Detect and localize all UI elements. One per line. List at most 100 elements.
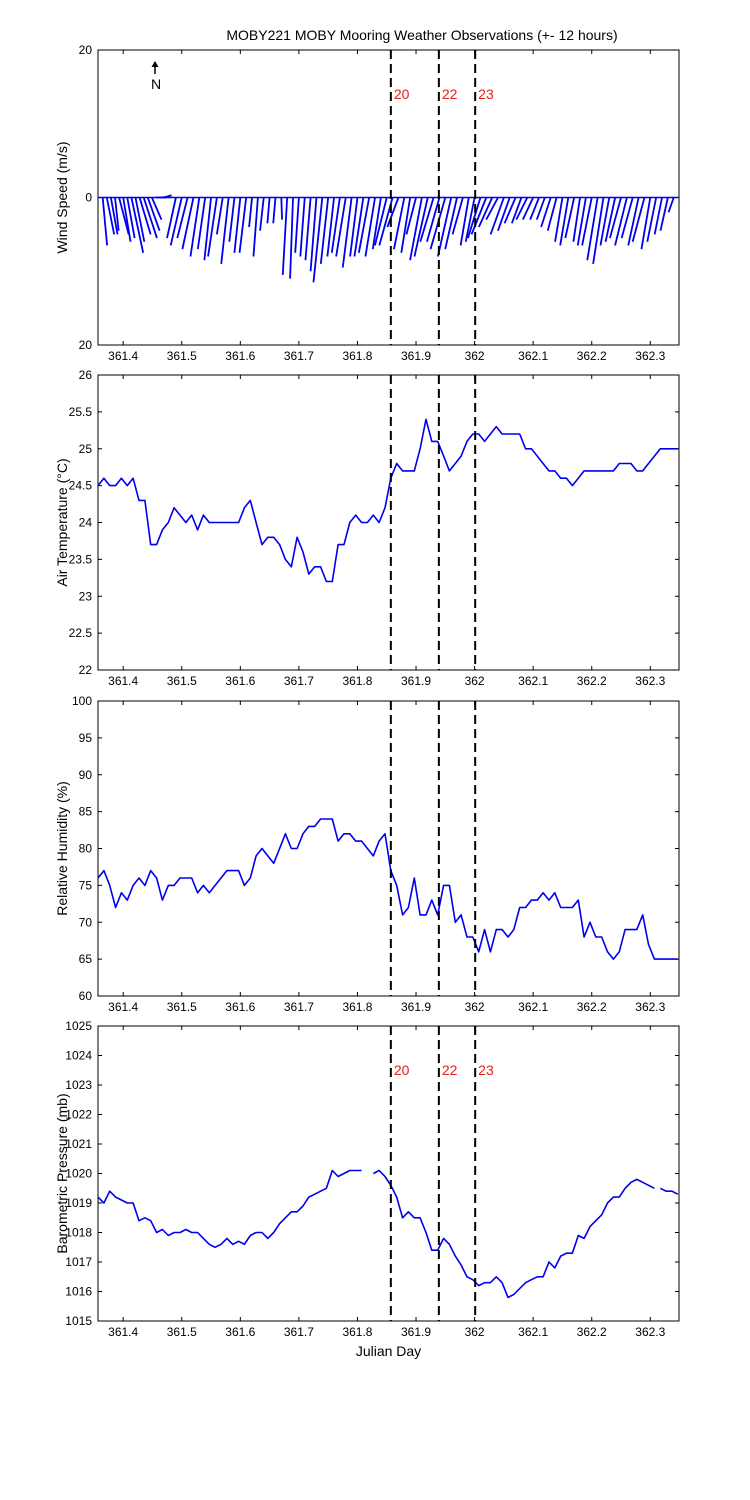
x-tick-label: 361.6 — [225, 349, 255, 363]
wind-vector — [640, 197, 652, 250]
wind-vector — [444, 197, 458, 250]
y-axis-label: Wind Speed (m/s) — [54, 141, 70, 253]
x-tick-label: 362.1 — [518, 1325, 548, 1339]
wind-vector — [233, 197, 242, 253]
panel-relative-humidity: 361.4 361.5 361.6 361.7 361.8 361.9 362 362.1 36… — [54, 694, 680, 1014]
wind-vector — [576, 197, 587, 246]
x-tick-label: 361.8 — [342, 1325, 372, 1339]
x-tick-label: 361.9 — [401, 1325, 431, 1339]
wind-vector — [609, 197, 622, 239]
wind-vector — [142, 197, 158, 239]
wind-vector — [489, 197, 505, 235]
wind-vector — [467, 197, 482, 239]
y-tick-label: 1023 — [65, 1078, 92, 1092]
y-tick-label: 23 — [79, 589, 93, 603]
wind-vector — [554, 197, 564, 242]
x-tick-label: 361.8 — [342, 1000, 372, 1014]
wind-vector — [289, 197, 294, 279]
wind-vector — [126, 197, 136, 239]
panel-wind: 361.4 361.5 361.6 361.7 361.8 361.9 362 362.1 36… — [54, 43, 680, 363]
wind-vector — [535, 197, 546, 220]
x-tick-label: 361.7 — [284, 349, 314, 363]
wind-vector — [294, 197, 300, 253]
y-axis-label: Relative Humidity (%) — [54, 781, 70, 916]
x-tick-label: 362.3 — [635, 674, 665, 688]
y-tick-label: 85 — [79, 805, 93, 819]
wind-vector — [252, 197, 259, 257]
wind-vector — [437, 197, 453, 257]
wind-vector — [646, 197, 658, 242]
y-tick-label: 90 — [79, 768, 93, 782]
x-tick-label: 362.2 — [577, 674, 607, 688]
y-tick-label: 26 — [79, 368, 93, 382]
wind-vector — [330, 197, 341, 253]
y-tick-label: 1016 — [65, 1285, 92, 1299]
y-axis-label: Air Temperature (°C) — [54, 458, 70, 586]
wind-vector — [105, 197, 116, 235]
wind-vector — [189, 197, 201, 257]
x-tick-label: 362.3 — [635, 1325, 665, 1339]
x-tick-label: 361.5 — [167, 349, 197, 363]
wind-vector — [134, 197, 146, 242]
wind-vector — [464, 197, 476, 242]
x-tick-label: 362.1 — [518, 674, 548, 688]
panel-air-temperature: 361.4 361.5 361.6 361.7 361.8 361.9 362 362.1 36… — [54, 368, 680, 688]
x-tick-label: 362 — [465, 1325, 485, 1339]
x-tick-label: 361.9 — [401, 674, 431, 688]
y-tick-label: 1015 — [65, 1314, 92, 1328]
x-tick-label: 361.6 — [225, 1325, 255, 1339]
y-tick-label: 0 — [85, 191, 92, 205]
wind-vector — [604, 197, 617, 242]
wind-vector — [667, 197, 675, 213]
y-tick-label: 95 — [79, 731, 93, 745]
wind-vector — [176, 197, 189, 239]
wind-vector — [522, 197, 534, 221]
wind-vector — [203, 197, 212, 261]
wind-vector — [470, 197, 488, 235]
x-tick-label: 361.8 — [342, 674, 372, 688]
wind-vector — [592, 197, 605, 265]
wind-vector — [272, 197, 277, 224]
wind-vector — [459, 197, 470, 246]
wind-vector — [529, 197, 540, 220]
wind-vector — [281, 197, 289, 275]
x-tick-label: 361.5 — [167, 1000, 197, 1014]
wind-vector — [515, 197, 529, 221]
wind-vector — [309, 197, 318, 272]
north-arrow-icon — [151, 61, 159, 67]
wind-vector — [581, 197, 593, 246]
y-tick-label: 24.5 — [69, 479, 93, 493]
wind-vector — [540, 197, 552, 228]
wind-vector — [374, 197, 388, 246]
wind-vector — [511, 197, 523, 224]
marker-label: 20 — [394, 86, 410, 102]
wind-vector — [409, 197, 423, 261]
y-tick-label: 1019 — [65, 1196, 92, 1210]
y-axis-label: Barometric Pressure (mb) — [54, 1093, 70, 1253]
wind-vector — [248, 197, 253, 228]
wind-vector — [564, 197, 576, 239]
wind-vector — [138, 197, 152, 235]
wind-vector — [653, 197, 663, 235]
marker-label: 22 — [442, 86, 458, 102]
wind-vector — [114, 197, 120, 231]
wind-vector — [497, 197, 511, 231]
x-tick-label: 361.9 — [401, 349, 431, 363]
x-tick-label: 361.5 — [167, 1325, 197, 1339]
x-tick-label: 362.2 — [577, 1325, 607, 1339]
axes-frame — [97, 1025, 680, 1322]
x-tick-label: 362.2 — [577, 349, 607, 363]
north-label: N — [151, 76, 161, 92]
wind-vector — [319, 197, 330, 264]
marker-label: 20 — [394, 1062, 410, 1078]
wind-vector — [572, 197, 581, 242]
x-tick-label: 361.6 — [225, 674, 255, 688]
wind-vector — [659, 197, 669, 231]
wind-vector — [413, 197, 429, 257]
wind-vector — [228, 197, 236, 242]
wind-vector — [559, 197, 570, 246]
x-tick-label: 362 — [465, 349, 485, 363]
wind-vector — [546, 197, 558, 231]
x-tick-label: 362.1 — [518, 349, 548, 363]
wind-vector — [207, 197, 218, 257]
